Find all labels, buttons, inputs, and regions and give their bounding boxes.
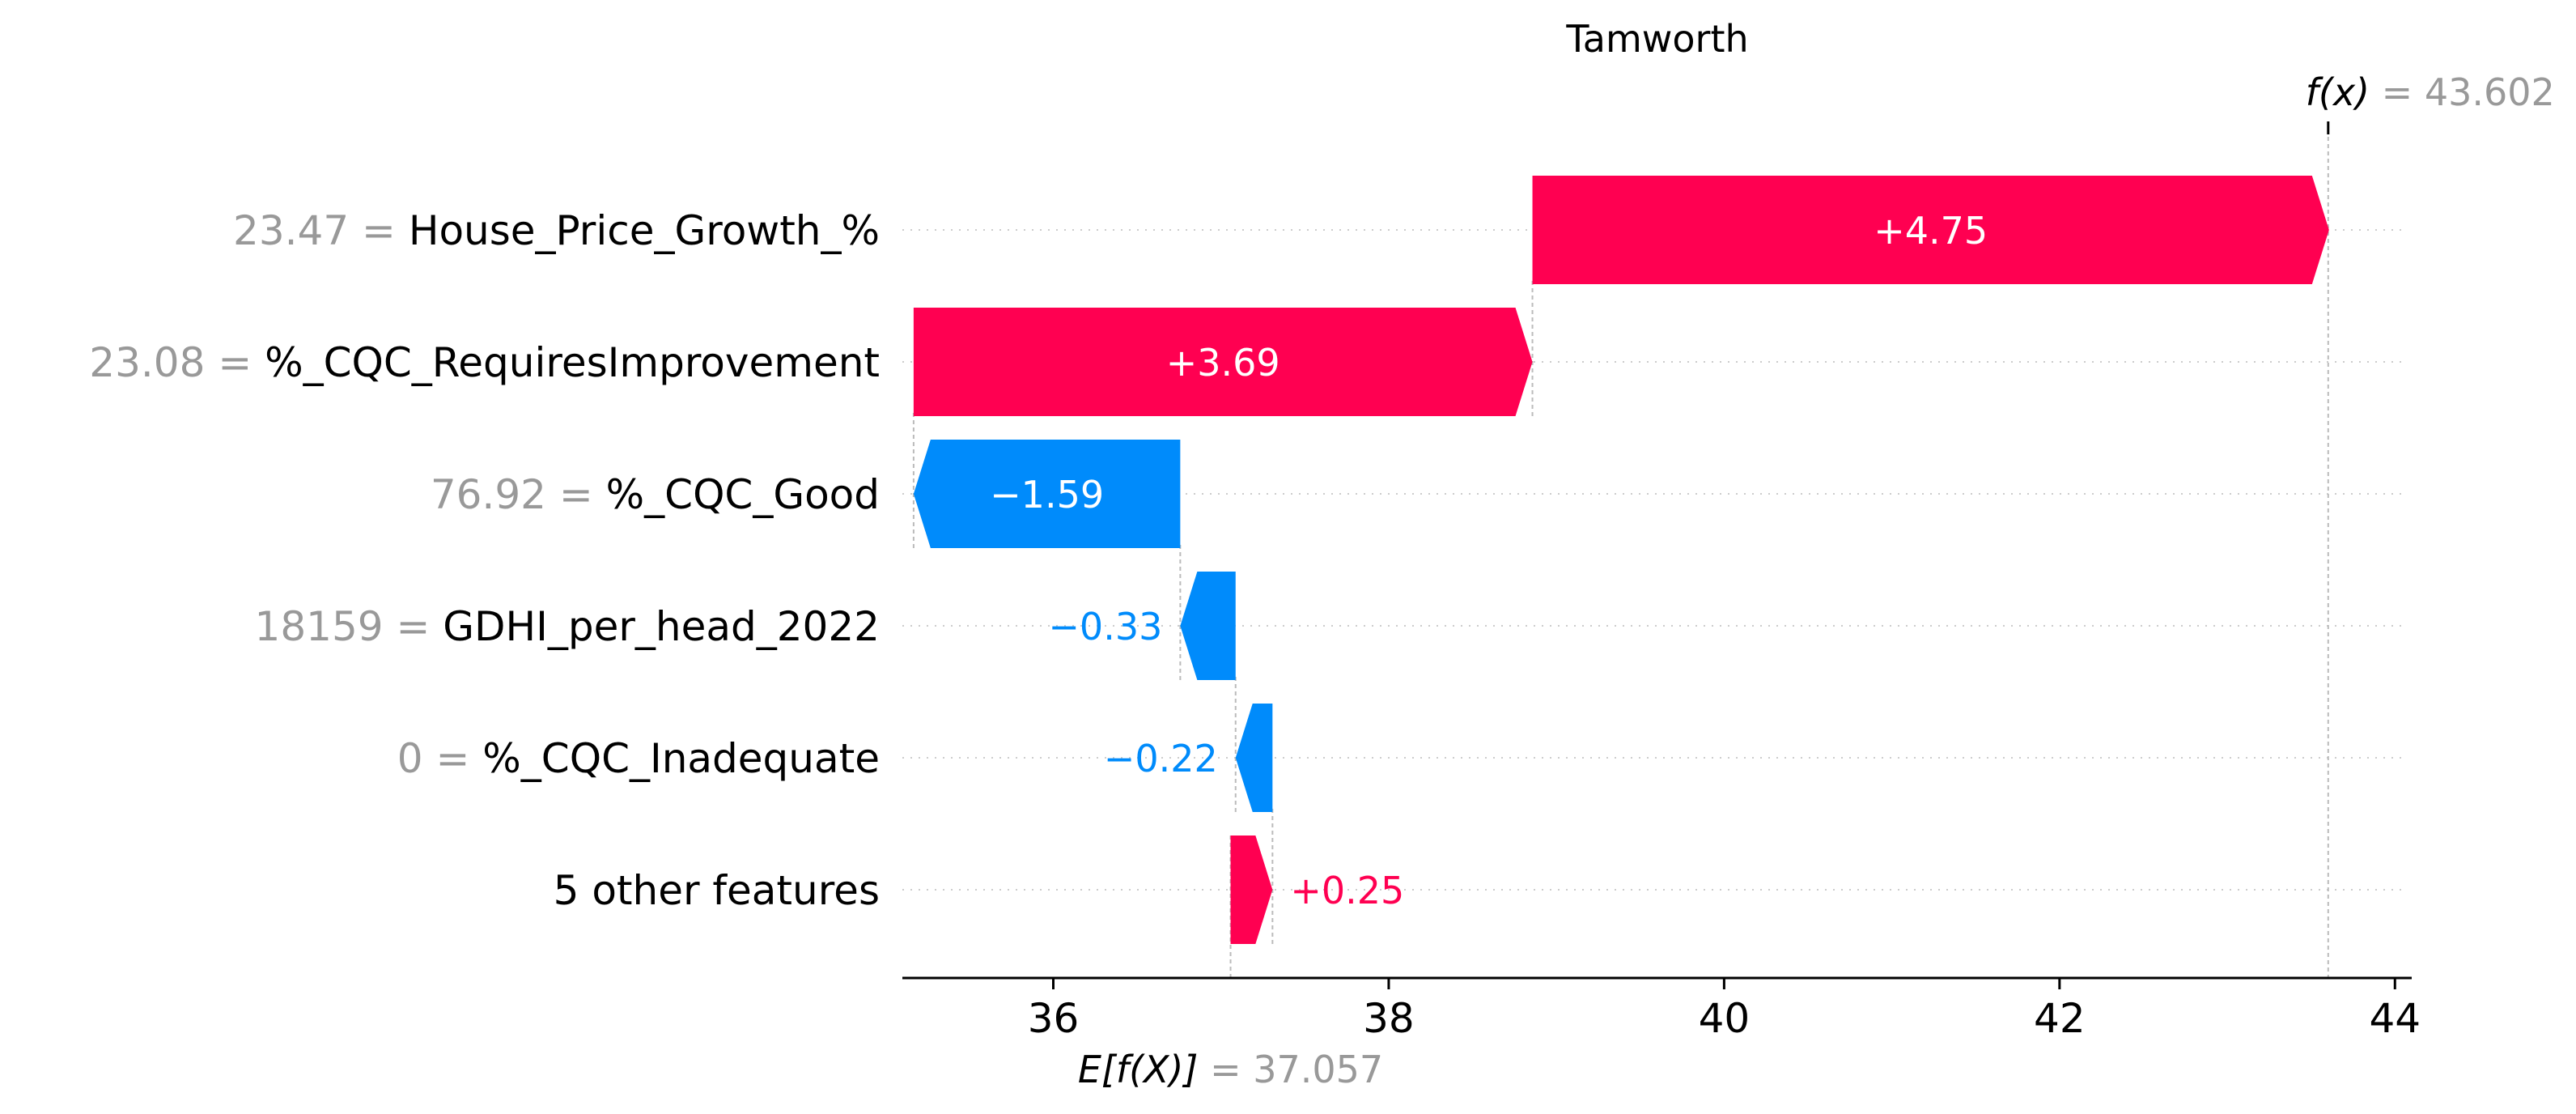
x-tick-label: 44 xyxy=(2369,995,2421,1042)
bar-value-label: −0.33 xyxy=(1048,605,1162,648)
feature-value: 18159 = xyxy=(255,603,443,650)
feature-label: 5 other features xyxy=(554,867,880,914)
x-tick-label: 38 xyxy=(1363,995,1415,1042)
x-tick-label: 40 xyxy=(1699,995,1751,1042)
x-axis: 36 38 40 42 44 E[f(X)] = 37.057 f(x) = 43.602 xyxy=(902,70,2555,1091)
feature-label: 23.47 = House_Price_Growth_% xyxy=(233,207,880,254)
bar-negative xyxy=(1235,704,1273,812)
feature-value: 76.92 = xyxy=(431,471,606,518)
feature-name: 5 other features xyxy=(554,867,880,914)
output-value-number: = 43.602 xyxy=(2382,70,2555,114)
feature-name: House_Price_Growth_% xyxy=(409,207,880,254)
feature-name: GDHI_per_head_2022 xyxy=(443,603,880,650)
bar-negative xyxy=(1180,572,1236,680)
bar-value-label: −0.22 xyxy=(1104,737,1218,780)
feature-value: 23.08 = xyxy=(89,339,265,386)
feature-label: 18159 = GDHI_per_head_2022 xyxy=(255,603,880,650)
bar-value-label: −1.59 xyxy=(990,473,1104,517)
bar-negative xyxy=(913,440,1181,548)
feature-name: %_CQC_RequiresImprovement xyxy=(265,339,880,386)
x-tick-label: 42 xyxy=(2034,995,2086,1042)
feature-value: 23.47 = xyxy=(233,207,409,254)
output-value-symbol: f(x) xyxy=(2306,70,2382,114)
bar-value-label: +0.25 xyxy=(1290,869,1404,912)
chart-title: Tamworth xyxy=(1565,17,1748,61)
x-tick-label: 36 xyxy=(1028,995,1080,1042)
feature-name: %_CQC_Good xyxy=(606,471,880,518)
base-value-number: = 37.057 xyxy=(1210,1048,1383,1091)
bar-value-label: +3.69 xyxy=(1166,341,1280,385)
base-value-label: E[f(X)] = 37.057 xyxy=(1078,1048,1383,1091)
feature-label: 0 = %_CQC_Inadequate xyxy=(397,735,880,782)
feature-value: 0 = xyxy=(397,735,483,782)
label-layer: +4.75 23.47 = House_Price_Growth_% +3.69 23… xyxy=(89,207,1988,914)
bar-positive xyxy=(1230,836,1273,944)
output-value-label: f(x) = 43.602 xyxy=(2306,70,2555,114)
bar-positive xyxy=(913,308,1533,416)
bar-positive xyxy=(1532,176,2329,284)
feature-label: 76.92 = %_CQC_Good xyxy=(431,471,880,518)
base-value-symbol: E[f(X)] xyxy=(1078,1048,1210,1091)
bar-value-label: +4.75 xyxy=(1874,209,1988,253)
feature-label: 23.08 = %_CQC_RequiresImprovement xyxy=(89,339,880,386)
feature-name: %_CQC_Inadequate xyxy=(482,735,880,782)
bar-layer xyxy=(913,176,2329,944)
